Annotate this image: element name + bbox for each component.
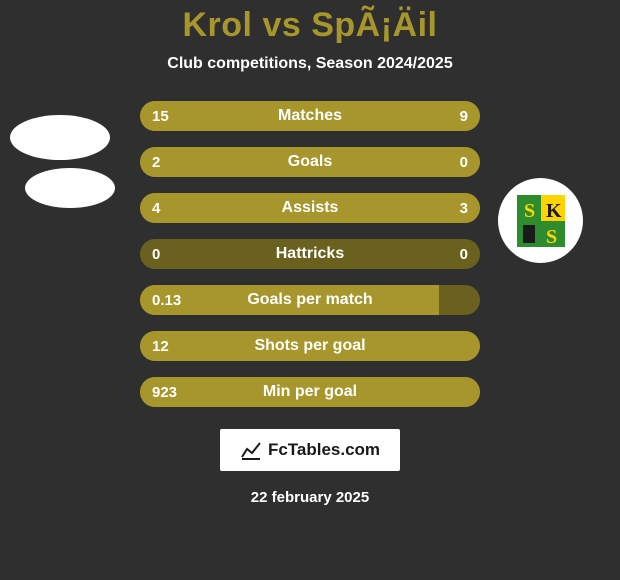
report-date: 22 february 2025 bbox=[251, 489, 369, 506]
stat-bar: 159Matches bbox=[140, 101, 480, 131]
stat-bar: 0.13Goals per match bbox=[140, 285, 480, 315]
stat-label: Shots per goal bbox=[140, 331, 480, 361]
club-crest-right: S K S bbox=[498, 178, 583, 263]
stat-label: Matches bbox=[140, 101, 480, 131]
stat-bar: 12Shots per goal bbox=[140, 331, 480, 361]
stat-label: Goals bbox=[140, 147, 480, 177]
site-logo: FcTables.com bbox=[220, 429, 400, 471]
svg-text:S: S bbox=[546, 226, 557, 248]
player-avatar-left-secondary bbox=[25, 168, 115, 208]
page-title: Krol vs SpÃ¡Äil bbox=[183, 6, 438, 45]
player-avatar-left bbox=[10, 115, 110, 160]
stat-label: Hattricks bbox=[140, 239, 480, 269]
stat-bar: 00Hattricks bbox=[140, 239, 480, 269]
stat-label: Min per goal bbox=[140, 377, 480, 407]
site-logo-text: FcTables.com bbox=[268, 440, 380, 460]
chart-icon bbox=[240, 439, 262, 461]
stat-bar: 923Min per goal bbox=[140, 377, 480, 407]
comparison-card: Krol vs SpÃ¡Äil Club competitions, Seaso… bbox=[0, 0, 620, 580]
subtitle: Club competitions, Season 2024/2025 bbox=[167, 55, 452, 73]
club-crest-icon: S K S bbox=[511, 191, 571, 251]
svg-text:K: K bbox=[546, 200, 562, 222]
stat-label: Goals per match bbox=[140, 285, 480, 315]
stat-bar: 20Goals bbox=[140, 147, 480, 177]
stat-label: Assists bbox=[140, 193, 480, 223]
stat-bar: 43Assists bbox=[140, 193, 480, 223]
svg-text:S: S bbox=[524, 200, 535, 222]
